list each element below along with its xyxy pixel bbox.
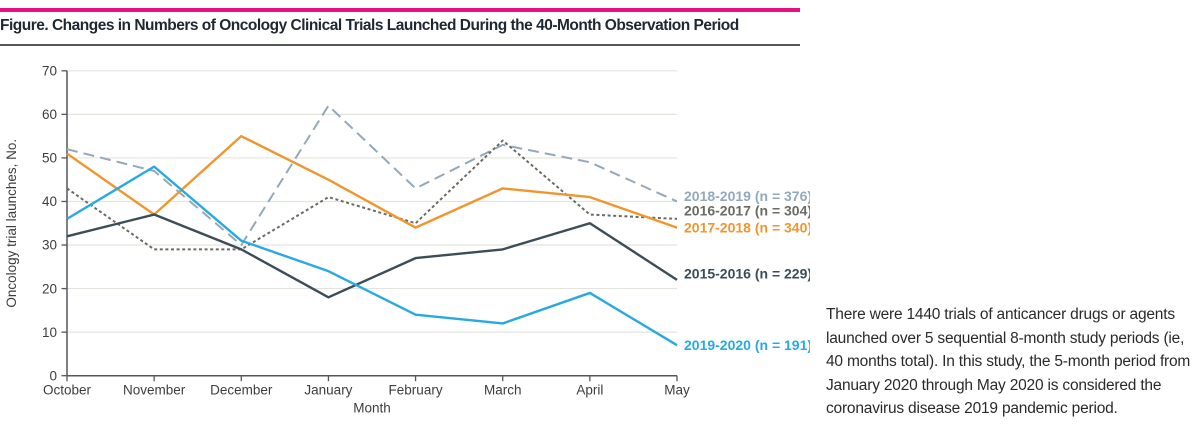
y-axis-title: Oncology trial launches, No. <box>4 139 19 308</box>
x-tick-label: October <box>43 383 92 398</box>
x-tick-label: December <box>210 383 273 398</box>
header-divider <box>0 44 800 46</box>
y-tick-label: 60 <box>42 107 57 122</box>
y-tick-label: 0 <box>49 368 57 383</box>
y-tick-label: 50 <box>42 151 57 166</box>
series-line-2017-2018 <box>66 134 678 229</box>
y-tick-label: 20 <box>42 281 57 296</box>
series-line-2018-2019 <box>66 104 678 247</box>
x-tick-label: January <box>304 383 352 398</box>
legend-label-2018-2019: 2018-2019 (n = 376) <box>684 188 810 204</box>
x-tick-label: April <box>576 383 603 398</box>
y-tick-label: 30 <box>42 238 57 253</box>
x-tick-label: March <box>484 383 522 398</box>
legend-label-2019-2020: 2019-2020 (n = 191) <box>684 337 810 353</box>
legend-label-2016-2017: 2016-2017 (n = 304) <box>684 203 810 219</box>
x-tick-label: May <box>664 383 690 398</box>
series-line-2019-2020 <box>66 165 678 347</box>
y-tick-label: 40 <box>42 194 57 209</box>
legend-label-2017-2018: 2017-2018 (n = 340) <box>684 219 810 235</box>
series-line-2015-2016 <box>66 213 678 299</box>
series-line-2016-2017 <box>66 139 678 251</box>
figure-title: Figure. Changes in Numbers of Oncology C… <box>0 17 739 34</box>
x-axis-title: Month <box>353 401 391 416</box>
figure-caption: There were 1440 trials of anticancer dru… <box>826 306 1191 417</box>
x-tick-label: November <box>123 383 186 398</box>
accent-rule <box>0 8 800 12</box>
y-tick-label: 10 <box>42 325 57 340</box>
legend-label-2015-2016: 2015-2016 (n = 229) <box>684 266 810 282</box>
y-tick-label: 70 <box>42 64 57 79</box>
line-chart: 0 10 20 30 40 50 60 70 October November December Ja… <box>4 64 810 416</box>
x-tick-label: February <box>389 383 443 398</box>
